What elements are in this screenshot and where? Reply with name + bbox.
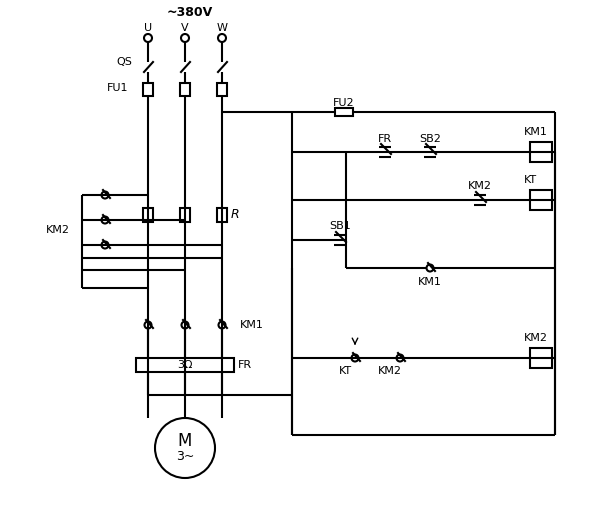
Text: KM2: KM2 xyxy=(468,181,492,191)
Circle shape xyxy=(397,355,404,361)
Circle shape xyxy=(145,322,151,328)
Text: KM2: KM2 xyxy=(378,366,402,376)
Circle shape xyxy=(101,217,109,223)
Text: KT: KT xyxy=(338,366,352,376)
Bar xyxy=(143,83,153,96)
Circle shape xyxy=(218,34,226,42)
Text: SB1: SB1 xyxy=(329,221,351,231)
Text: FU1: FU1 xyxy=(107,83,128,93)
Bar xyxy=(136,358,234,372)
Bar xyxy=(217,83,227,96)
Text: QS: QS xyxy=(116,57,132,67)
Text: KM1: KM1 xyxy=(524,127,548,137)
Bar xyxy=(143,208,153,222)
Text: KM1: KM1 xyxy=(240,320,264,330)
Circle shape xyxy=(101,242,109,248)
Circle shape xyxy=(181,34,189,42)
Text: V: V xyxy=(181,23,189,33)
Bar xyxy=(335,108,353,116)
Text: ~380V: ~380V xyxy=(167,6,213,19)
Text: KM2: KM2 xyxy=(46,225,70,235)
Bar xyxy=(217,208,227,222)
Text: FR: FR xyxy=(378,134,392,144)
Text: FU2: FU2 xyxy=(333,98,355,108)
Text: 3Ω: 3Ω xyxy=(177,360,193,370)
Bar xyxy=(180,208,190,222)
Text: U: U xyxy=(144,23,152,33)
Text: FR: FR xyxy=(238,360,252,370)
Circle shape xyxy=(427,265,433,271)
Text: KT: KT xyxy=(524,175,537,185)
Text: M: M xyxy=(178,432,192,450)
Circle shape xyxy=(101,191,109,199)
Text: 3~: 3~ xyxy=(176,450,194,463)
Bar xyxy=(530,190,552,210)
Circle shape xyxy=(352,355,359,361)
Text: R: R xyxy=(230,209,239,222)
Text: SB2: SB2 xyxy=(419,134,441,144)
Bar xyxy=(180,83,190,96)
Circle shape xyxy=(155,418,215,478)
Text: KM2: KM2 xyxy=(524,333,548,343)
Text: W: W xyxy=(217,23,227,33)
Circle shape xyxy=(218,322,226,328)
Text: KM1: KM1 xyxy=(418,277,442,287)
Bar xyxy=(530,142,552,162)
Circle shape xyxy=(144,34,152,42)
Circle shape xyxy=(182,322,188,328)
Bar xyxy=(530,348,552,368)
